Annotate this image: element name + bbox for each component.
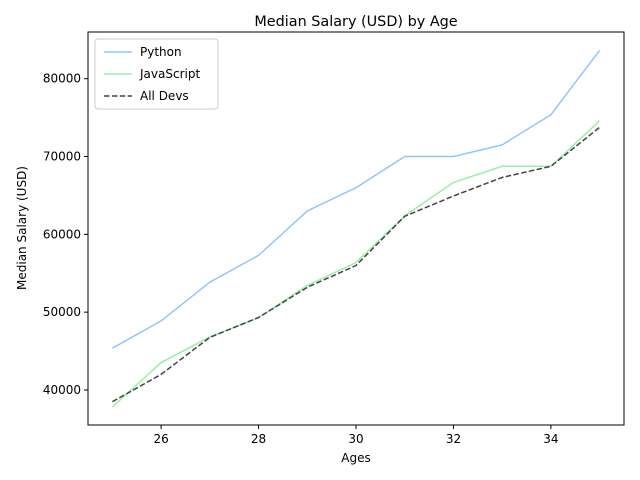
x-tick-label: 34: [543, 432, 558, 446]
legend-label: JavaScript: [139, 67, 200, 81]
y-axis-label: Median Salary (USD): [15, 166, 29, 290]
x-tick-label: 26: [153, 432, 168, 446]
x-axis-label: Ages: [341, 451, 370, 465]
series-line-all-devs: [112, 126, 601, 403]
legend-label: Python: [140, 45, 182, 59]
chart-title: Median Salary (USD) by Age: [254, 14, 457, 30]
legend-label: All Devs: [140, 89, 189, 103]
y-tick-label: 70000: [43, 150, 81, 164]
y-tick-label: 60000: [43, 227, 81, 241]
y-tick-label: 40000: [43, 383, 81, 397]
legend-box: [94, 38, 219, 110]
x-tick-label: 32: [446, 432, 461, 446]
x-axis: 26 28 30 32 34: [153, 425, 559, 446]
series-line-javascript: [111, 120, 601, 408]
series-line-python: [112, 49, 601, 349]
y-tick-label: 50000: [43, 305, 81, 319]
legend: Python JavaScript All Devs: [94, 38, 219, 110]
x-tick-label: 30: [348, 432, 363, 446]
y-tick-label: 80000: [43, 72, 81, 86]
y-axis: 40000 50000 60000 70000 80000: [43, 72, 88, 397]
plot-area: [111, 49, 601, 408]
x-tick-label: 28: [251, 432, 266, 446]
